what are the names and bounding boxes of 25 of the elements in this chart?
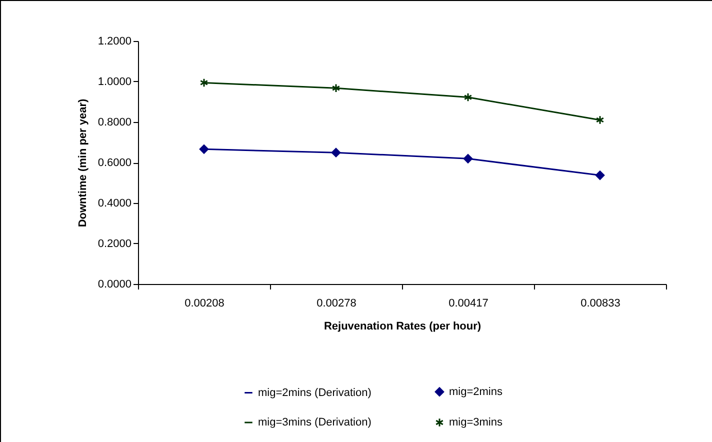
point — [464, 92, 472, 102]
y-tick-label: 0.4000 — [98, 198, 132, 210]
legend-label: mig=3mins (Derivation) — [258, 416, 372, 428]
x-axis-title: Rejuvenation Rates (per hour) — [324, 320, 482, 332]
point — [332, 84, 340, 93]
x-tick-label: 0.00417 — [448, 298, 488, 310]
point — [331, 148, 341, 158]
point — [596, 115, 604, 125]
x-tick-label: 0.00278 — [316, 298, 356, 310]
y-tick-label: 0.2000 — [98, 238, 132, 250]
y-tick-label: 0.6000 — [98, 157, 132, 169]
y-tick-label: 1.0000 — [98, 76, 132, 88]
point — [463, 154, 473, 164]
legend-label: mig=2mins — [449, 386, 503, 398]
y-axis-title: Downtime (min per year) — [76, 98, 89, 228]
y-tick-label: 0.0000 — [98, 278, 132, 290]
point — [199, 144, 209, 154]
legend-label: mig=3mins — [449, 416, 503, 428]
y-tick-label: 1.2000 — [98, 36, 132, 48]
point — [200, 78, 208, 88]
y-tick-label: 0.8000 — [98, 116, 132, 128]
x-tick-label: 0.00208 — [184, 298, 224, 310]
point — [595, 170, 605, 180]
legend-label: mig=2mins (Derivation) — [258, 386, 372, 399]
x-tick-label: 0.00833 — [580, 298, 620, 310]
